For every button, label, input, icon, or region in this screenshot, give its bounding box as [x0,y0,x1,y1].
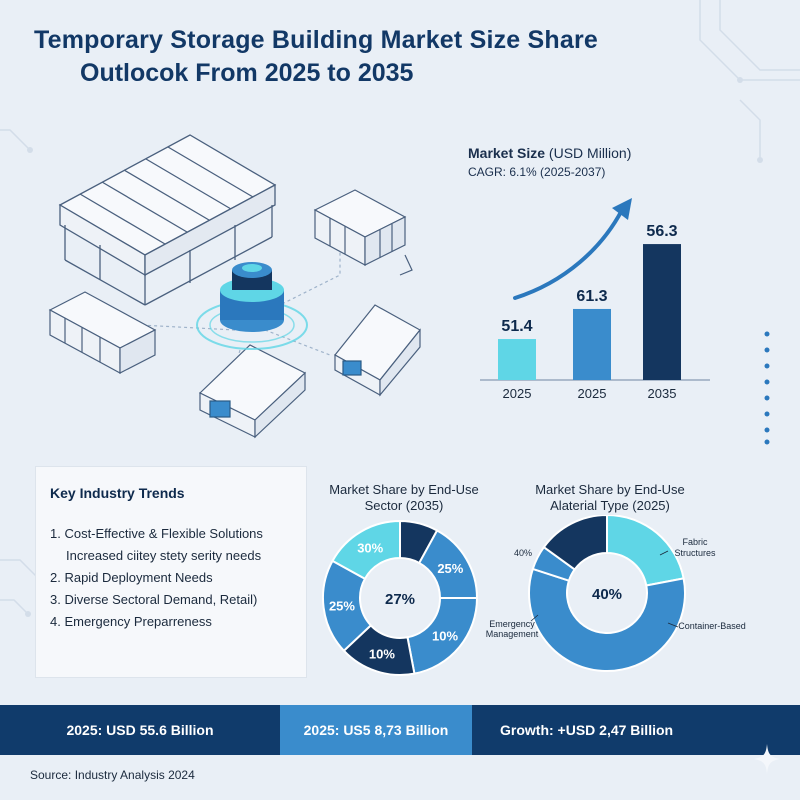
tent-hall [58,134,277,306]
bar-chart-header: Market Size (USD Million) CAGR: 6.1% (20… [468,145,631,179]
bar-value-label: 61.3 [576,288,607,305]
donut-slice [606,515,685,587]
material-donut-title-line2: Alaterial Type (2025) [550,498,670,513]
sector-donut-title-line1: Market Share by End-Use [329,482,479,497]
pct-callout: 40% [514,548,532,558]
sector-donut-title-line2: Sector (2035) [364,498,444,513]
summary-2025-alt-value: 2025: US5 8,73 Billion [280,705,472,755]
central-hub [196,262,308,350]
callout-line [667,622,679,628]
fabric-callout-line1: Fabric [682,537,708,547]
key-trends-title: Key Industry Trends [50,485,185,501]
bar [643,244,681,380]
bar-value-label: 51.4 [501,318,532,335]
market-size-bar-chart: 51.4 2025 61.3 2025 56.3 2035 [480,198,710,401]
donut-slice [331,519,401,581]
slice-label: 30% [357,541,383,556]
x-tick-label: 2025 [578,386,607,401]
growth-arrow [513,208,624,300]
summary-strip: 2025: USD 55.6 Billion 2025: US5 8,73 Bi… [0,705,800,755]
donut-slice [542,515,608,571]
trend-item: 1. Cost-Effective & Flexible Solutions [50,526,263,541]
key-trends-list: 1. Cost-Effective & Flexible Solutions I… [50,523,263,633]
page-title: Temporary Storage Building Market Size S… [34,26,674,88]
bar-chart-subtitle: CAGR: 6.1% (2025-2037) [468,165,606,179]
sector-donut-title: Market Share by End-Use Sector (2035) [314,482,494,514]
x-tick-label: 2025 [503,386,532,401]
container-left [48,291,157,375]
slice-label: 25% [329,598,355,613]
trend-item: 2. Rapid Deployment Needs [50,570,213,585]
tent-bottom [198,344,307,439]
tent-right [334,304,421,397]
donut-slice [528,567,686,672]
summary-growth: Growth: +USD 2,47 Billion [472,705,800,755]
emergency-callout-line2: Management [486,629,539,639]
emergency-callout-line1: Emergency [489,619,535,629]
growth-arrow-head [612,198,632,220]
source-note: Source: Industry Analysis 2024 [30,768,195,782]
container-top-right [313,189,413,276]
title-line-2: Outlocok From 2025 to 2035 [80,59,414,87]
title-line-1: Temporary Storage Building Market Size S… [34,26,599,54]
callout-line [659,550,669,556]
bar [498,339,536,380]
summary-2025-value: 2025: USD 55.6 Billion [0,705,280,755]
sparkle-icon [754,744,780,774]
fabric-callout-line2: Structures [674,548,716,558]
material-donut-title: Market Share by End-Use Alaterial Type (… [515,482,705,514]
storage-buildings-illustration [48,134,421,439]
bar [573,308,611,380]
pagination-dots [764,331,770,445]
bar-value-label: 56.3 [646,223,677,240]
callout-line [530,614,539,622]
x-tick-label: 2035 [648,386,677,401]
container-callout: Container-Based [678,621,746,631]
bar-chart-title: Market Size (USD Million) [468,145,631,161]
slice-label: 25% [437,561,463,576]
sector-donut-chart: 25% 10% 10% 25% 30% 27% [322,519,479,676]
bar-chart-title-rest: (USD Million) [545,145,632,161]
donut-center-label: 40% [592,586,622,603]
trend-item: 4. Emergency Preparreness [50,614,212,629]
slice-label: 10% [432,628,458,643]
donut-center-label: 27% [385,591,415,608]
slice-label: 10% [369,647,395,662]
trend-item: Increased ciitey stety serity needs [66,548,262,563]
trend-item: 3. Diverse Sectoral Demand, Retail) [50,592,258,607]
bar-chart-title-bold: Market Size [468,145,546,161]
key-trends-card: Key Industry Trends 1. Cost-Effective & … [35,466,307,678]
material-donut-title-line1: Market Share by End-Use [535,482,685,497]
